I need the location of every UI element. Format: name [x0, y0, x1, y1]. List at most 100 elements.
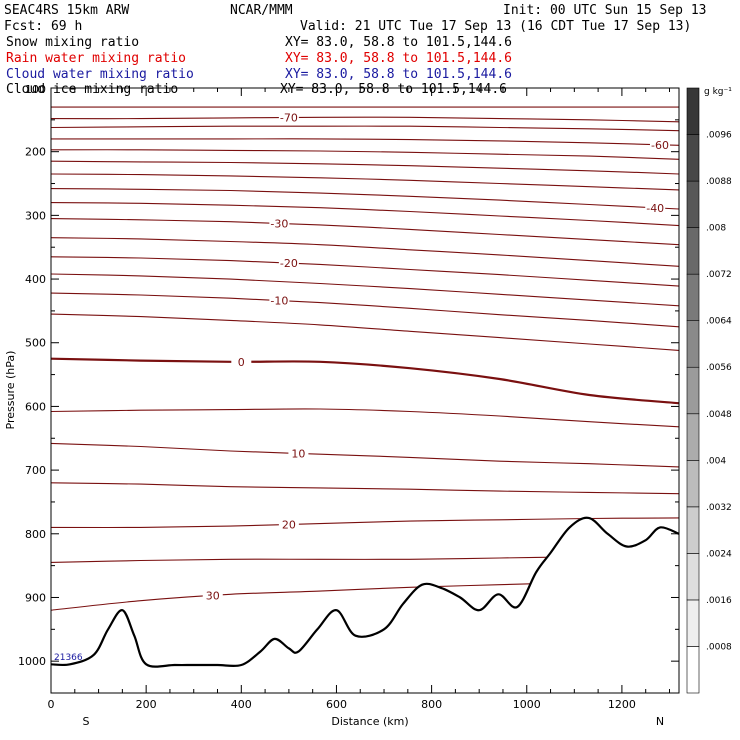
x-tick-label: 800: [421, 698, 442, 711]
colorbar-segment: [686, 227, 700, 275]
contour-label-bg: [649, 138, 670, 151]
colorbar-segment: [686, 87, 700, 135]
contour-label-bg: [278, 518, 299, 531]
colorbar-tick-label: .0088: [706, 177, 732, 187]
x-axis-label: Distance (km): [331, 715, 408, 728]
contour-label--40: -40: [646, 202, 664, 215]
colorbar-segment: [686, 413, 700, 461]
colorbar-tick-label: .0064: [706, 317, 732, 327]
contour-label--20: -20: [280, 257, 298, 270]
field-xy-rain: XY= 83.0, 58.8 to 101.5,144.6: [285, 51, 512, 66]
terrain-fill: [51, 517, 679, 693]
valid-time: Valid: 21 UTC Tue 17 Sep 13 (16 CDT Tue …: [300, 19, 691, 34]
y-tick-label: 700: [25, 464, 46, 477]
temperature-contour--70: [51, 116, 679, 123]
y-tick-label: 200: [25, 146, 46, 159]
contour-label--30: -30: [270, 217, 288, 230]
colorbar-segment: [686, 134, 700, 182]
temperature-contour-10: [51, 442, 679, 468]
colorbar-tick-label: .0032: [706, 503, 732, 513]
plot-frame: [50, 87, 680, 694]
field-name-snow: Snow mixing ratio: [6, 35, 139, 50]
y-axis-label: Pressure (hPa): [4, 351, 17, 430]
temperature-contour-0: [51, 357, 679, 405]
colorbar-segment: [686, 273, 700, 321]
axes: 0 200 400 600 800 1000 12002003004005006007008…: [18, 87, 680, 711]
y-tick-label: 600: [25, 400, 46, 413]
colorbar-segment: [686, 320, 700, 368]
contour-label-bg: [231, 355, 252, 368]
colorbar-segment: [686, 366, 700, 415]
x-tick-label: 1000: [513, 698, 541, 711]
contour-label-bg: [288, 447, 309, 460]
field-xy-cloud-ice: XY= 83.0, 58.8 to 101.5,144.6: [280, 82, 507, 97]
temperature-contour--65: [51, 125, 679, 132]
colorbar-segment: [686, 646, 700, 694]
y-tick-label: 1000: [18, 655, 46, 668]
contour-label--70: -70: [280, 112, 298, 125]
temperature-contour--5: [51, 313, 679, 351]
colorbar-tick-label: .0072: [706, 270, 732, 280]
contour-label-bg: [269, 217, 290, 230]
colorbar-tick-label: .0008: [706, 642, 732, 652]
contour-label-0: 0: [238, 356, 245, 369]
colorbar-tick-label: .004: [706, 456, 726, 466]
field-name-rain: Rain water mixing ratio: [6, 51, 186, 66]
x-tick-label: 0: [48, 698, 55, 711]
plot-area: -70 -60 -40 -30 -20 -10 0 10 20 30: [51, 106, 679, 693]
y-tick-label: 300: [25, 209, 46, 222]
colorbar-unit: g kg⁻¹: [704, 87, 732, 97]
field-name-cloud-ice: Cloud ice mixing ratio: [6, 82, 178, 97]
colorbar-segment: [686, 553, 700, 601]
temperature-contour--55: [51, 149, 679, 160]
temperature-contour-15: [51, 482, 679, 495]
temperature-contour--35: [51, 202, 679, 227]
contour-label-bg: [645, 201, 666, 214]
y-tick-label: 500: [25, 337, 46, 350]
colorbar-segment: [686, 460, 700, 508]
contour-label-bg: [278, 257, 299, 270]
organization-label: NCAR/MMM: [230, 3, 293, 18]
x-end-label-north: N: [656, 715, 664, 728]
y-tick-label: 900: [25, 591, 46, 604]
contour-label-30: 30: [206, 590, 220, 603]
y-tick-label: 400: [25, 273, 46, 286]
field-name-cloud-water: Cloud water mixing ratio: [6, 67, 194, 82]
x-tick-label: 200: [136, 698, 157, 711]
colorbar-tick-label: .0016: [706, 596, 732, 606]
contour-label-bg: [278, 111, 299, 124]
colorbar-tick-label: .0056: [706, 363, 732, 373]
field-xy-cloud-water: XY= 83.0, 58.8 to 101.5,144.6: [285, 67, 512, 82]
terrain-line: [51, 516, 679, 668]
colorbar-tick-label: .0024: [706, 549, 732, 559]
temperature-contour--50: [51, 160, 679, 175]
field-xy-snow: XY= 83.0, 58.8 to 101.5,144.6: [285, 35, 512, 50]
contour-label-bg: [269, 294, 290, 307]
colorbar-tick-label: .0048: [706, 410, 732, 420]
temperature-contour--60: [51, 138, 679, 146]
contour-group: -70 -60 -40 -30 -20 -10 0 10 20 30: [51, 106, 679, 693]
colorbar-tick-label: .0096: [706, 131, 732, 141]
temperature-contour--20: [51, 256, 679, 287]
colorbar-segment: [686, 180, 700, 228]
temperature-contour--25: [51, 237, 679, 267]
colorbar: .0008 .0016 .0024 .0032 .004 .0048 .0056 .0064.…: [686, 87, 732, 694]
x-tick-label: 600: [326, 698, 347, 711]
contour-label-bg: [202, 589, 223, 602]
temperature-contour--45: [51, 173, 679, 191]
temperature-contour--40: [51, 188, 679, 210]
temperature-contour--30: [51, 218, 679, 246]
forecast-hour: Fcst: 69 h: [4, 19, 82, 34]
x-tick-label: 400: [231, 698, 252, 711]
temperature-contour--10: [51, 292, 679, 328]
temperature-contour--15: [51, 273, 679, 307]
init-time: Init: 00 UTC Sun 15 Sep 13: [503, 3, 707, 18]
x-tick-label: 1200: [608, 698, 636, 711]
y-tick-label: 800: [25, 528, 46, 541]
x-end-label-south: S: [83, 715, 90, 728]
colorbar-segment: [686, 599, 700, 647]
contour-label--10: -10: [270, 295, 288, 308]
colorbar-segment: [686, 506, 700, 554]
temperature-contour-5: [51, 408, 679, 428]
